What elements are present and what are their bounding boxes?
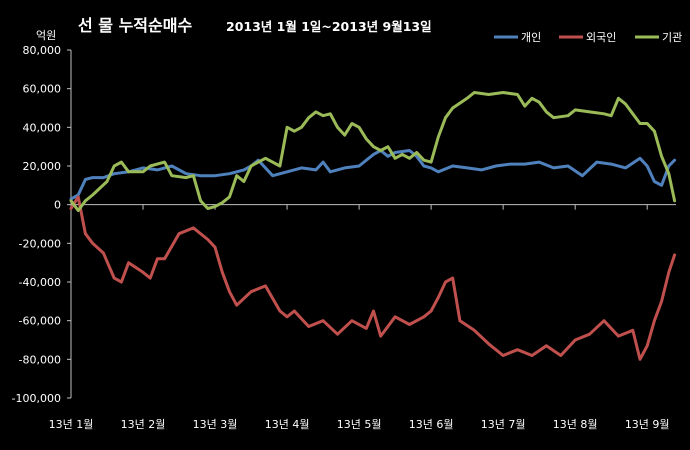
y-tick-label: -20,000: [19, 237, 61, 250]
x-axis: 13년 1월 13년 2월 13년 3월 13년 4월 13년 5월 13년 6월 13년 …: [49, 204, 676, 431]
y-tick-label: -80,000: [19, 353, 61, 366]
y-tick-label: -100,000: [12, 392, 61, 405]
x-tick-label: 13년 8월: [553, 418, 598, 431]
x-tick-label: 13년 3월: [193, 418, 238, 431]
series-line-foreign: [69, 195, 677, 361]
x-tick-label: 13년 7월: [481, 418, 526, 431]
y-tick-label: 40,000: [23, 121, 62, 134]
y-tick-label: 80,000: [23, 44, 62, 57]
x-tick-label: 13년 6월: [409, 418, 454, 431]
legend: 개인 외국인 기관: [494, 31, 682, 44]
chart-title: 선 물 누적순매수: [78, 16, 192, 35]
y-tick-label: -40,000: [19, 276, 61, 289]
y-unit-label: 억원: [36, 29, 56, 42]
chart-subtitle: 2013년 1월 1일~2013년 9월13일: [226, 19, 432, 34]
x-tick-label: 13년 5월: [337, 418, 382, 431]
legend-label-institution: 기관: [662, 31, 682, 44]
x-tick-label: 13년 2월: [121, 418, 166, 431]
series-layer: [69, 91, 677, 361]
x-tick-label: 13년 9월: [625, 418, 670, 431]
x-tick-label: 13년 4월: [265, 418, 310, 431]
y-tick-label: 20,000: [23, 160, 62, 173]
y-tick-label: 60,000: [23, 83, 62, 96]
series-line-institution: [69, 91, 677, 212]
y-tick-label: -60,000: [19, 315, 61, 328]
legend-label-foreign: 외국인: [586, 31, 616, 44]
y-axis: 80,000 60,000 40,000 20,000 0 -20,000 -40,000 -…: [12, 44, 72, 405]
legend-label-personal: 개인: [521, 31, 541, 44]
x-tick-label: 13년 1월: [49, 418, 94, 431]
y-tick-label: 0: [54, 199, 61, 212]
